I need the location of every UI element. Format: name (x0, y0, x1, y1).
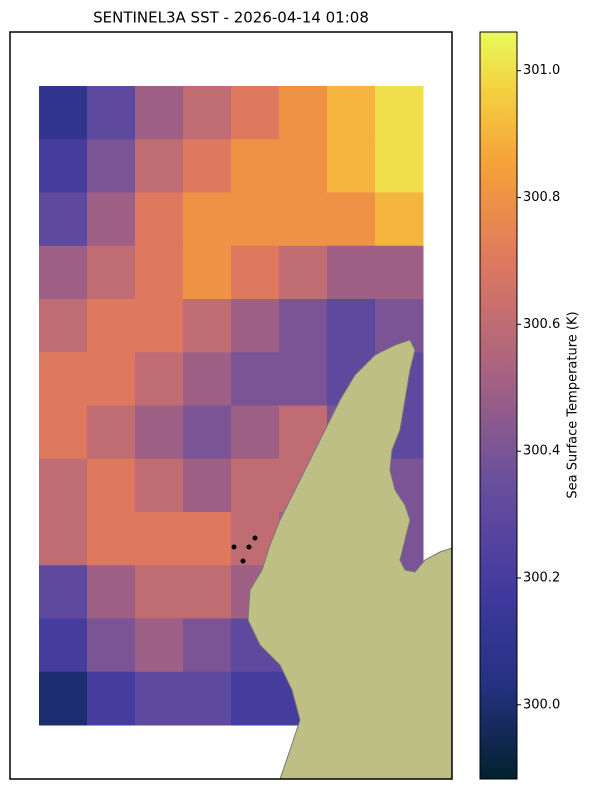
sst-cell (279, 139, 328, 193)
sst-cell (183, 405, 232, 460)
sst-cell (39, 512, 88, 566)
sst-cell (87, 618, 136, 673)
sst-cell (87, 192, 136, 247)
sst-cell (87, 245, 136, 300)
sst-cell (183, 299, 232, 353)
sst-cell (135, 405, 184, 460)
colorbar-tick-label: 300.2 (523, 570, 560, 585)
sst-cell (183, 671, 232, 726)
sst-cell (135, 86, 184, 140)
land (247, 339, 452, 779)
sst-cell (39, 618, 88, 673)
sst-cell (327, 192, 376, 247)
sst-cell (39, 565, 88, 619)
sst-cell (135, 671, 184, 726)
station (252, 535, 258, 541)
sst-cell (279, 192, 328, 247)
sst-cell (87, 299, 136, 353)
sst-cell (87, 671, 136, 726)
stations (231, 535, 258, 564)
sst-cell (39, 245, 88, 300)
colorbar-tick-label: 300.6 (523, 317, 560, 332)
sst-cell (39, 671, 88, 726)
title: SENTINEL3A SST - 2026-04-14 01:08 (93, 9, 369, 27)
sst-cell (39, 405, 88, 460)
sst-cell (135, 139, 184, 193)
sst-cell (279, 299, 328, 353)
sst-cell (279, 352, 328, 406)
sst-cell (231, 192, 280, 247)
station (246, 544, 252, 550)
sst-cell (375, 86, 424, 140)
sst-cell (231, 671, 280, 726)
sst-cell (87, 458, 136, 513)
sst-cell (183, 245, 232, 300)
sst-cell (183, 618, 232, 673)
sst-cell (39, 352, 88, 406)
station (231, 544, 237, 550)
sst-cell (279, 86, 328, 140)
sst-cell (375, 245, 424, 300)
sst-cell (183, 192, 232, 247)
sst-cell (231, 405, 280, 460)
sst-cell (231, 139, 280, 193)
sst-cell (87, 86, 136, 140)
sst-cell (87, 565, 136, 619)
sst-cell (87, 405, 136, 460)
sst-cell (375, 192, 424, 247)
colorbar-tick-label: 300.8 (523, 190, 560, 205)
sst-cell (279, 245, 328, 300)
sst-cell (39, 192, 88, 247)
colorbar-label: Sea Surface Temperature (K) (566, 311, 581, 498)
sst-cell (87, 352, 136, 406)
sst-cell (135, 565, 184, 619)
sst-cell (231, 245, 280, 300)
station (240, 558, 246, 564)
map-frame (9, 31, 453, 780)
sst-cell (231, 86, 280, 140)
sst-cell (183, 458, 232, 513)
colorbar-tick-label: 300.4 (523, 444, 560, 459)
sst-cell (231, 352, 280, 406)
sst-cell (375, 139, 424, 193)
colorbar-tick-label: 301.0 (523, 63, 560, 78)
colorbar-tick-label: 300.0 (523, 697, 560, 712)
sst-cell (327, 245, 376, 300)
sst-cell (183, 139, 232, 193)
sst-cell (135, 352, 184, 406)
sst-cell (39, 299, 88, 353)
sst-cell (231, 458, 280, 513)
sst-cell (183, 352, 232, 406)
sst-cell (135, 299, 184, 353)
sst-cell (135, 245, 184, 300)
sst-cell (87, 139, 136, 193)
sst-cell (327, 299, 376, 353)
sst-cell (183, 565, 232, 619)
sst-cell (135, 458, 184, 513)
sst-cell (39, 458, 88, 513)
sst-cell (39, 86, 88, 140)
sst-cell (327, 86, 376, 140)
sst-cell (135, 192, 184, 247)
sst-cell (135, 618, 184, 673)
sst-cell (183, 512, 232, 566)
sst-cell (87, 512, 136, 566)
sst-cell (327, 139, 376, 193)
sst-cell (231, 299, 280, 353)
colorbar (479, 31, 518, 780)
sst-cell (183, 86, 232, 140)
sst-cell (135, 512, 184, 566)
sst-cell (39, 139, 88, 193)
